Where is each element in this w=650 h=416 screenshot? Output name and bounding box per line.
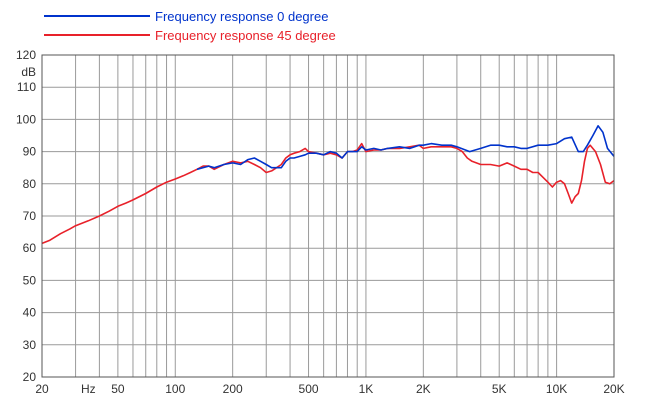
x-tick-label: 2K xyxy=(416,382,431,396)
x-tick-label: Hz xyxy=(81,382,96,396)
y-axis-unit-label: dB xyxy=(21,65,36,79)
x-tick-label: 50 xyxy=(111,382,125,396)
chart-series xyxy=(41,125,615,245)
legend: Frequency response 0 degree Frequency res… xyxy=(44,9,336,43)
y-tick-label: 100 xyxy=(16,112,36,126)
y-tick-label: 30 xyxy=(23,338,37,352)
y-tick-label: 50 xyxy=(23,273,37,287)
x-tick-label: 20K xyxy=(603,382,624,396)
y-tick-label: 90 xyxy=(23,145,37,159)
y-tick-label: 70 xyxy=(23,209,37,223)
series-line xyxy=(41,142,615,245)
y-tick-label: 60 xyxy=(23,241,37,255)
x-tick-label: 500 xyxy=(299,382,319,396)
x-tick-label: 1K xyxy=(359,382,374,396)
chart-grid xyxy=(42,55,614,377)
y-tick-label: 120 xyxy=(16,48,36,62)
x-tick-label: 10K xyxy=(546,382,567,396)
x-tick-label: 5K xyxy=(492,382,507,396)
x-tick-label: 100 xyxy=(165,382,185,396)
series-line xyxy=(196,125,615,171)
y-axis-tick-labels: 20 30 40 50 60 70 80 90 100 110 120 xyxy=(16,48,36,384)
legend-label: Frequency response 0 degree xyxy=(155,9,328,24)
x-axis-tick-labels: 20 Hz 50 100 200 500 1K 2K 5K 10K 20K xyxy=(35,382,624,396)
y-tick-label: 110 xyxy=(17,80,36,94)
x-tick-label: 20 xyxy=(35,382,49,396)
x-tick-label: 200 xyxy=(223,382,243,396)
y-tick-label: 40 xyxy=(23,306,37,320)
plot-frame xyxy=(41,54,615,378)
y-tick-label: 80 xyxy=(23,177,37,191)
y-tick-label: 20 xyxy=(23,370,37,384)
legend-label: Frequency response 45 degree xyxy=(155,28,336,43)
